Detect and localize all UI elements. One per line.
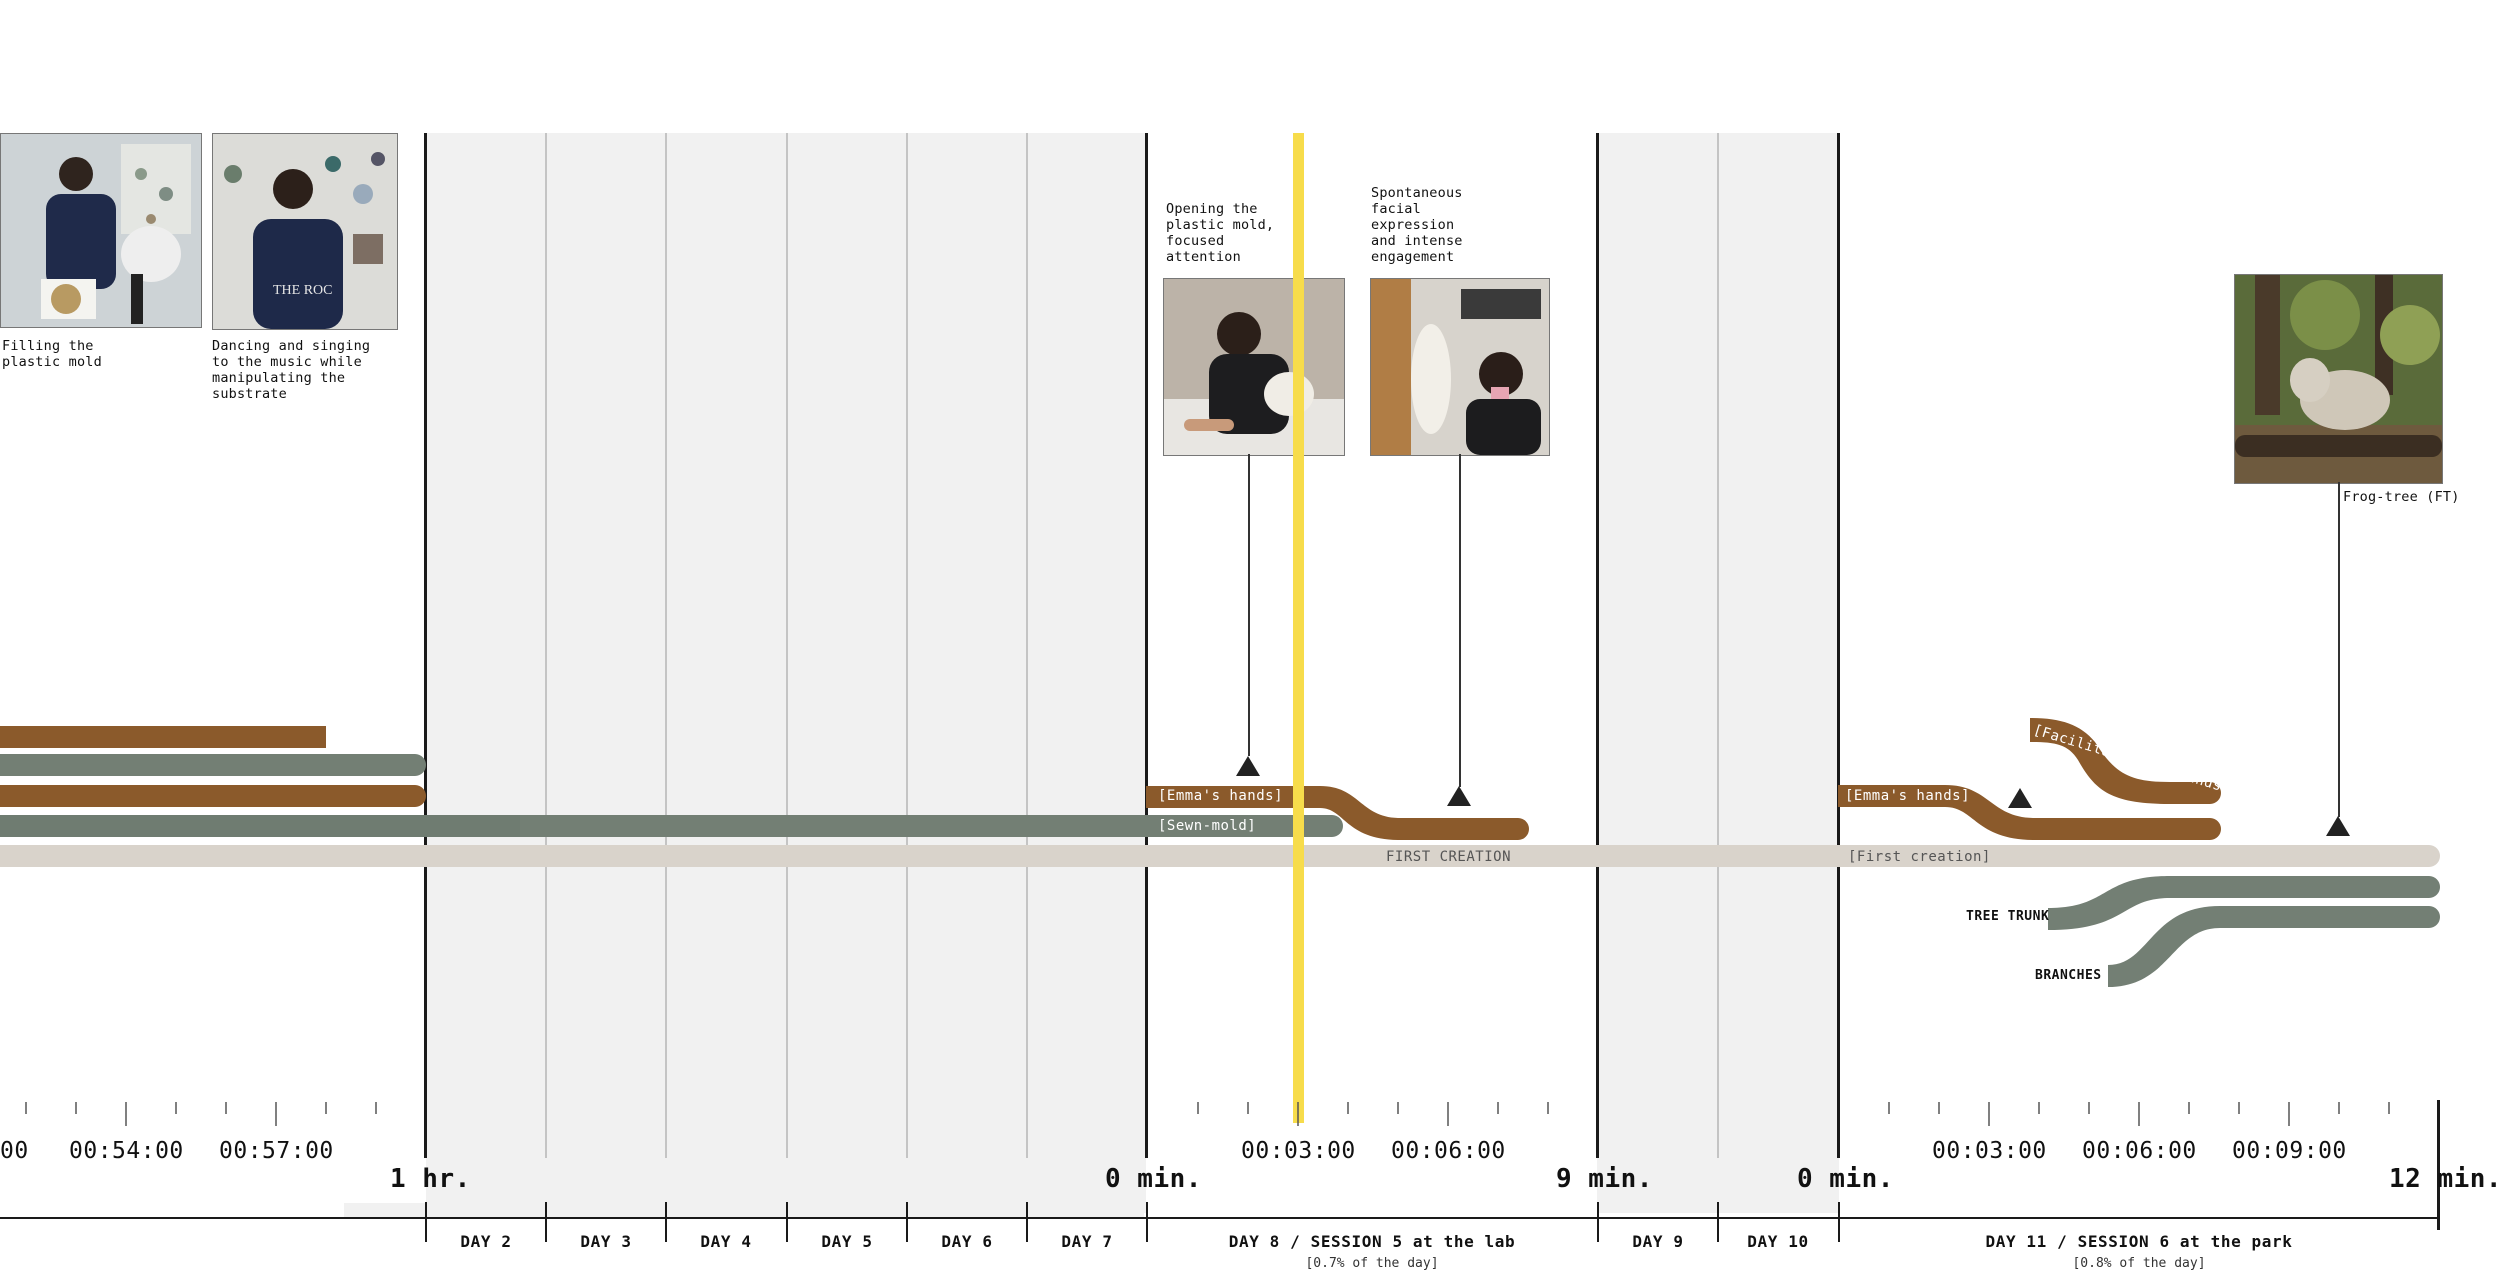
photo-caption: Frog-tree (FT) <box>2343 489 2460 505</box>
day-divider <box>786 133 788 1158</box>
day-separator <box>425 1202 427 1242</box>
time-label: 00:09:00 <box>2232 1138 2347 1164</box>
track-emma-hands-2 <box>1838 785 2221 840</box>
annotation-stem <box>1459 454 1461 787</box>
boundary-label: 0 min. <box>1105 1164 1202 1194</box>
track-label-emma-hands: [Emma's hands] <box>1845 788 1971 804</box>
time-label: 00:06:00 <box>1391 1138 1506 1164</box>
track-tree-trunk <box>2048 876 2440 930</box>
day-label: DAY 2 <box>460 1232 512 1251</box>
svg-text:THE ROC: THE ROC <box>273 283 333 298</box>
time-label: 00:03:00 <box>1241 1138 1356 1164</box>
photo-caption: Spontaneous facial expression and intens… <box>1371 185 1463 265</box>
day-divider <box>1026 133 1028 1158</box>
annotation-stem <box>1248 454 1250 756</box>
photo-opening-mold <box>1163 278 1345 456</box>
photo-dancing: THE ROC <box>212 133 398 330</box>
day-divider <box>906 133 908 1158</box>
day-divider <box>1717 133 1719 1158</box>
track-label-sewn-mold: [Sewn-mold] <box>1158 818 1257 834</box>
event-marker-triangle <box>2008 788 2032 808</box>
track-label-emma-hands: [Emma's hands] <box>1158 788 1284 804</box>
track-green-left-1 <box>0 754 426 776</box>
track-label-tree-trunk: TREE TRUNK <box>1966 909 2050 924</box>
day-separator <box>1146 1202 1148 1242</box>
session-boundary <box>1596 133 1599 1158</box>
annotation-stem <box>2338 482 2340 817</box>
session-boundary <box>1837 133 1840 1158</box>
time-label: 00:06:00 <box>2082 1138 2197 1164</box>
time-label: 00 <box>0 1138 29 1164</box>
time-axis-ticks <box>25 1102 2390 1126</box>
photo-caption: Dancing and singing to the music while m… <box>212 338 371 402</box>
photo-facial-expression <box>1370 278 1550 456</box>
day-separator <box>1717 1202 1719 1242</box>
day-label: DAY 6 <box>941 1232 993 1251</box>
time-label: 00:57:00 <box>219 1138 334 1164</box>
day-divider <box>665 133 667 1158</box>
day-label: DAY 4 <box>700 1232 752 1251</box>
track-facilitator-hands <box>2030 718 2221 804</box>
boundary-label: 9 min. <box>1556 1164 1653 1194</box>
day-separator <box>545 1202 547 1242</box>
day-separator <box>1838 1202 1840 1242</box>
track-label-first-creation: [First creation] <box>1848 849 1991 865</box>
day-label-session-6: DAY 11 / SESSION 6 at the park <box>1985 1232 2293 1251</box>
day-separator <box>906 1202 908 1242</box>
day-axis-band <box>344 1203 1144 1217</box>
boundary-label: 12 min. <box>2389 1164 2500 1194</box>
photo-frog-tree <box>2234 274 2443 484</box>
track-branches <box>2108 906 2440 987</box>
timeline-tracks <box>0 718 2440 987</box>
photo-caption: Opening the plastic mold, focused attent… <box>1166 201 1275 265</box>
track-label-first-creation: FIRST CREATION <box>1386 849 1512 865</box>
day-subtitle: [0.8% of the day] <box>2072 1256 2206 1271</box>
day-axis-line <box>0 1217 2440 1219</box>
current-time-highlight <box>1293 133 1304 1123</box>
day-separator <box>1597 1202 1599 1242</box>
day-label: DAY 9 <box>1632 1232 1684 1251</box>
track-brown-left-1 <box>0 726 326 748</box>
track-label-branches: BRANCHES <box>2035 968 2102 983</box>
session-boundary <box>1145 133 1148 1158</box>
day-label: DAY 5 <box>821 1232 873 1251</box>
track-brown-left-2 <box>0 785 426 807</box>
event-marker-triangle <box>2326 816 2350 836</box>
time-label: 00:54:00 <box>69 1138 184 1164</box>
boundary-label: 0 min. <box>1797 1164 1894 1194</box>
time-label: 00:03:00 <box>1932 1138 2047 1164</box>
event-marker-triangle <box>1236 756 1260 776</box>
day-separator <box>1026 1202 1028 1242</box>
day-separator <box>665 1202 667 1242</box>
event-marker-triangle <box>1447 786 1471 806</box>
day-label-session-5: DAY 8 / SESSION 5 at the lab <box>1228 1232 1516 1251</box>
day-divider <box>545 133 547 1158</box>
boundary-label: 1 hr. <box>390 1164 471 1194</box>
day-label: DAY 3 <box>580 1232 632 1251</box>
track-first-creation <box>0 845 2440 867</box>
day-label: DAY 10 <box>1747 1232 1809 1251</box>
photo-filling-mold <box>0 133 202 328</box>
day-label: DAY 7 <box>1061 1232 1113 1251</box>
track-emma-hands-1 <box>1146 786 1529 840</box>
timeline-end-tick <box>2437 1100 2440 1230</box>
day-subtitle: [0.7% of the day] <box>1305 1256 1439 1271</box>
day-separator <box>786 1202 788 1242</box>
photo-caption: Filling the plastic mold <box>2 338 102 370</box>
session-boundary <box>424 133 427 1158</box>
